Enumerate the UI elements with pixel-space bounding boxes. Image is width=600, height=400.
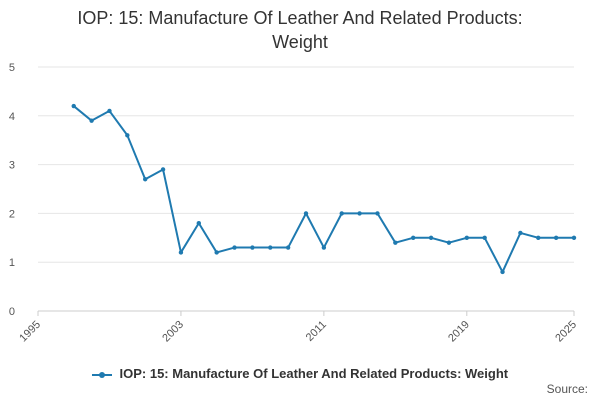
data-point	[339, 211, 344, 216]
data-point	[393, 240, 398, 245]
data-point	[375, 211, 380, 216]
data-point	[285, 245, 291, 250]
data-point	[89, 118, 94, 123]
y-tick-label: 2	[9, 208, 15, 220]
data-point	[428, 235, 434, 240]
legend-line-icon	[91, 370, 112, 380]
data-point	[518, 230, 523, 236]
data-point	[268, 245, 273, 250]
legend-label: IOP: 15: Manufacture Of Leather And Rela…	[119, 366, 509, 381]
data-point	[250, 245, 255, 250]
x-tick-label: 2011	[304, 319, 329, 344]
data-point	[107, 108, 112, 114]
data-point	[196, 220, 201, 226]
data-point	[571, 235, 577, 240]
data-point	[446, 240, 452, 245]
data-point	[411, 235, 416, 240]
y-tick-label: 3	[9, 160, 15, 172]
chart-title-line-1: IOP: 15: Manufacture Of Leather And Rela…	[77, 8, 523, 28]
data-point	[232, 245, 237, 250]
data-point	[71, 103, 76, 109]
x-tick-label: 2003	[160, 319, 186, 345]
y-tick-label: 4	[9, 111, 15, 123]
x-tick-label: 1995	[17, 319, 43, 345]
data-point	[357, 211, 362, 216]
data-point	[178, 250, 184, 255]
data-point	[321, 245, 327, 250]
x-tick-label: 2025	[553, 319, 579, 345]
y-tick-label: 1	[9, 257, 15, 269]
data-point	[536, 235, 541, 240]
chart-title: IOP: 15: Manufacture Of Leather And Rela…	[0, 6, 600, 54]
chart-legend[interactable]: IOP: 15: Manufacture Of Leather And Rela…	[0, 366, 600, 381]
data-point	[464, 235, 469, 240]
data-point	[553, 235, 559, 240]
source-label[interactable]: Source:	[546, 382, 588, 396]
data-point	[125, 133, 130, 138]
data-point	[482, 235, 487, 240]
x-tick-label: 2019	[446, 319, 472, 345]
y-tick-label: 0	[9, 306, 15, 318]
data-point	[214, 250, 219, 255]
data-point	[160, 167, 166, 172]
data-point	[303, 211, 309, 216]
y-tick-label: 5	[9, 62, 15, 74]
chart-title-line-2: Weight	[272, 32, 328, 52]
data-point	[500, 269, 505, 275]
data-point	[143, 177, 148, 182]
